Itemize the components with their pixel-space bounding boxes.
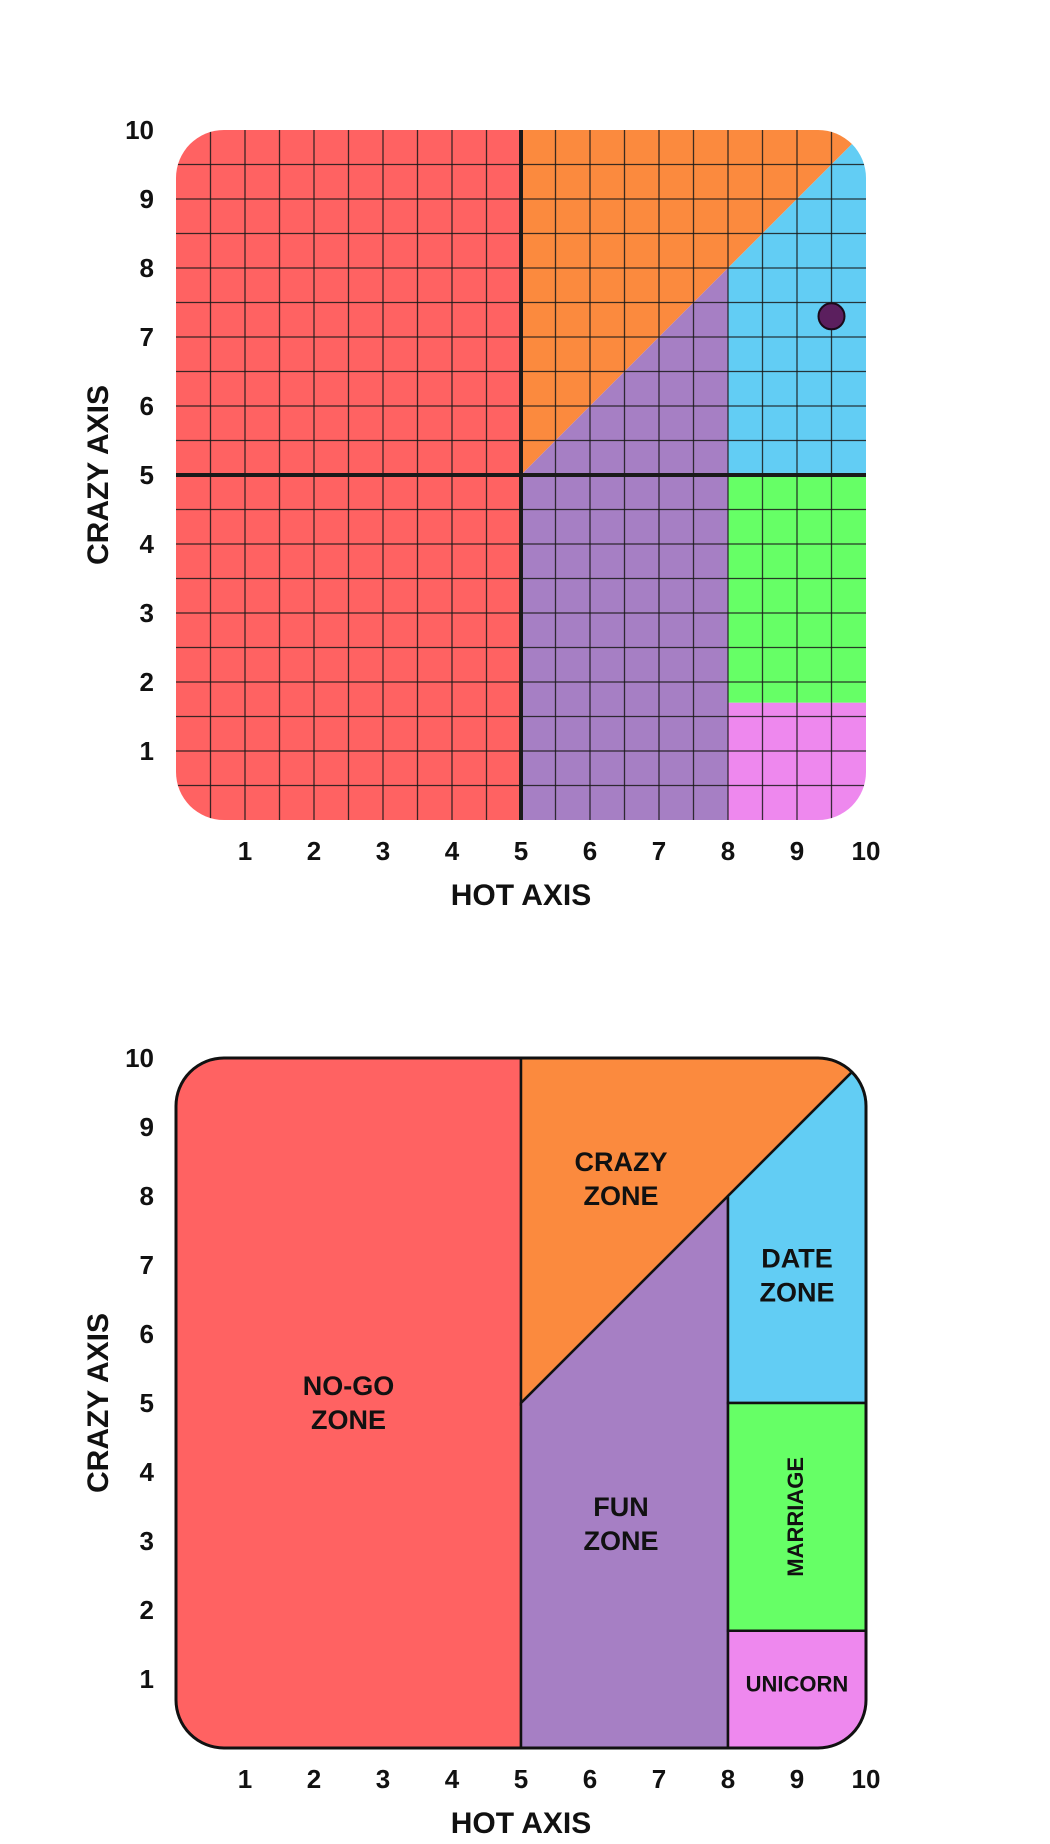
y-tick-label: 1 [140, 736, 154, 766]
x-tick-label: 4 [445, 836, 460, 866]
y-tick-label: 3 [140, 598, 154, 628]
x-tick-label: 1 [238, 836, 252, 866]
zone-label-marriage: MARRIAGE [783, 1457, 808, 1577]
zone-label-unicorn: UNICORN [746, 1671, 849, 1696]
y-tick-label: 7 [140, 322, 154, 352]
zone-label-date: DATE ZONE [759, 1243, 834, 1307]
x-tick-label: 3 [376, 836, 390, 866]
zone-label-fun: FUN ZONE [584, 1492, 659, 1556]
y-axis-title: CRAZY AXIS [82, 385, 115, 565]
x-tick-label: 8 [721, 1764, 735, 1794]
x-tick-label: 8 [721, 836, 735, 866]
plot-area [176, 1058, 866, 1748]
y-tick-label: 8 [140, 253, 154, 283]
y-tick-label: 6 [140, 1319, 154, 1349]
x-tick-label: 9 [790, 1764, 804, 1794]
zone-label-line: ZONE [584, 1526, 659, 1556]
x-tick-label: 10 [852, 1764, 881, 1794]
zone-label-line: CRAZY [575, 1147, 668, 1177]
zone-label-line: UNICORN [746, 1671, 849, 1696]
data-point [817, 302, 846, 331]
y-tick-label: 8 [140, 1181, 154, 1211]
zone-unicorn [726, 1629, 866, 1748]
zone-label-line: ZONE [759, 1277, 834, 1307]
y-tick-label: 2 [140, 1595, 154, 1625]
x-tick-label: 3 [376, 1764, 390, 1794]
y-tick-label: 5 [140, 460, 154, 490]
x-axis-title: HOT AXIS [451, 1807, 592, 1840]
y-tick-label: 1 [140, 1664, 154, 1694]
x-tick-label: 1 [238, 1764, 252, 1794]
x-tick-label: 10 [852, 836, 881, 866]
chart-1: 1 2 3 4 5 6 7 8 9 10 1 2 3 4 5 6 7 8 9 10 HOT AXIS CRAZY AXIS [82, 115, 881, 912]
zone-label-line: ZONE [584, 1181, 659, 1211]
zone-label-crazy: CRAZY ZONE [575, 1147, 668, 1211]
x-tick-label: 5 [514, 836, 528, 866]
y-tick-label: 9 [140, 184, 154, 214]
x-tick-label: 7 [652, 1764, 666, 1794]
y-tick-label: 7 [140, 1250, 154, 1280]
plot-area [176, 130, 866, 820]
zone-label-line: NO-GO [303, 1371, 395, 1401]
x-tick-label: 6 [583, 1764, 597, 1794]
y-tick-label: 5 [140, 1388, 154, 1418]
y-tick-label: 2 [140, 667, 154, 697]
zone-label-line: ZONE [311, 1405, 386, 1435]
y-tick-label: 10 [125, 1043, 154, 1073]
x-tick-label: 6 [583, 836, 597, 866]
y-tick-label: 4 [140, 1457, 155, 1487]
y-tick-label: 9 [140, 1112, 154, 1142]
x-tick-label: 2 [307, 1764, 321, 1794]
x-tick-label: 9 [790, 836, 804, 866]
x-tick-label: 2 [307, 836, 321, 866]
zone-label-line: FUN [593, 1492, 649, 1522]
y-tick-label: 10 [125, 115, 154, 145]
x-tick-label: 7 [652, 836, 666, 866]
zone-label-no-go: NO-GO ZONE [303, 1371, 395, 1435]
y-axis-title: CRAZY AXIS [82, 1313, 115, 1493]
y-tick-label: 4 [140, 529, 155, 559]
x-tick-label: 4 [445, 1764, 460, 1794]
y-tick-label: 3 [140, 1526, 154, 1556]
x-axis-title: HOT AXIS [451, 879, 592, 912]
zone-label-line: DATE [761, 1243, 833, 1273]
chart-2: NO-GO ZONE CRAZY ZONE FUN ZONE DATE ZONE MARRIAG… [82, 1043, 881, 1840]
zone-no-go [176, 1058, 523, 1748]
x-tick-label: 5 [514, 1764, 528, 1794]
chart-border [174, 1056, 868, 1750]
y-tick-label: 6 [140, 391, 154, 421]
